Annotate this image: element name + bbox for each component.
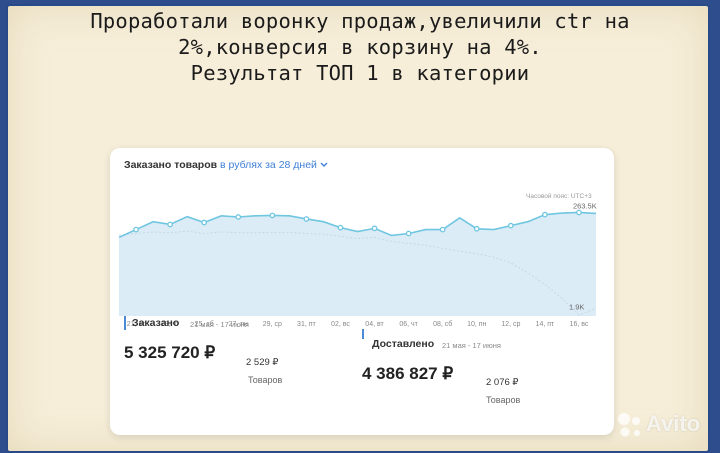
card-title-text: Заказано товаров [124,159,218,171]
chart-point [405,230,412,237]
chart-point [201,219,208,226]
headline-line-2: 2%,конверсия в корзину на 4%. [178,35,542,59]
chart-point [235,214,242,220]
delivered-unit: Товаров [486,395,521,405]
x-tick-label: 27, пн [229,321,248,328]
chart-point [303,216,310,222]
timezone-label: Часовой пояс: UTC+3 [526,193,592,200]
max-value-label: 263.5K [573,201,597,210]
series-1-line [118,211,597,239]
chart-point [167,221,173,228]
ordered-label: Заказано [132,317,180,329]
headline-line-3: Результат ТОП 1 в категории [190,61,530,85]
x-tick-label: 21, вт [127,321,146,328]
x-tick-label: 06, чт [399,321,418,328]
chart-point [576,209,582,216]
delivered-count: 2 076 ₽ [486,377,519,388]
accent-bar [124,316,126,330]
chart-point [371,225,378,232]
delivered-label: Доставлено [372,338,435,350]
x-tick-label: 23, чт [161,321,180,328]
delivered-value: 4 386 827 ₽ [362,364,454,383]
chart-point [439,226,446,233]
chart-point [337,224,344,231]
chart-point [473,225,480,232]
orders-chart: 21, вт 23, чт 25, сб 27, пн 29, ср 31, пт 02, … [118,201,597,328]
series-2-line [118,230,597,316]
x-tick-label: 25, сб [195,320,214,328]
chart-point [133,226,139,233]
chart-point [542,211,548,218]
x-tick-label: 31, пт [297,321,316,328]
period-label: в рублях за 28 дней [220,159,317,171]
series-1-area [119,212,596,316]
x-tick-label: 12, ср [501,321,520,328]
x-tick-label: 04, вт [365,321,384,328]
ordered-value: 5 325 720 ₽ [124,343,216,362]
accent-bar [362,329,364,339]
x-tick-label: 10, пн [467,321,486,328]
ordered-range: 21 мая - 17 июня [190,320,249,329]
x-tick-label: 16, вс [570,321,589,328]
x-tick-label: 02, вс [331,321,350,328]
avito-dots-icon [618,413,640,437]
x-tick-label: 29, ср [263,321,282,328]
watermark-text: Avito [646,411,701,436]
ordered-count: 2 529 ₽ [246,357,279,368]
card-title: Заказано товаров в рублях за 28 дней [124,159,328,171]
chart-point [269,212,276,219]
delivered-range: 21 мая - 17 июня [442,341,501,350]
x-tick-label: 08, сб [433,320,452,328]
period-dropdown[interactable]: в рублях за 28 дней [220,159,328,171]
x-tick-label: 14, пт [536,321,555,328]
chevron-down-icon [320,162,328,168]
headline-line-1: Проработали воронку продаж,увеличили ctr… [90,9,630,33]
chart-point [507,222,514,229]
headline: Проработали воронку продаж,увеличили ctr… [0,8,720,86]
ordered-unit: Товаров [248,375,283,385]
min-value-label: 1.9K [569,302,584,311]
